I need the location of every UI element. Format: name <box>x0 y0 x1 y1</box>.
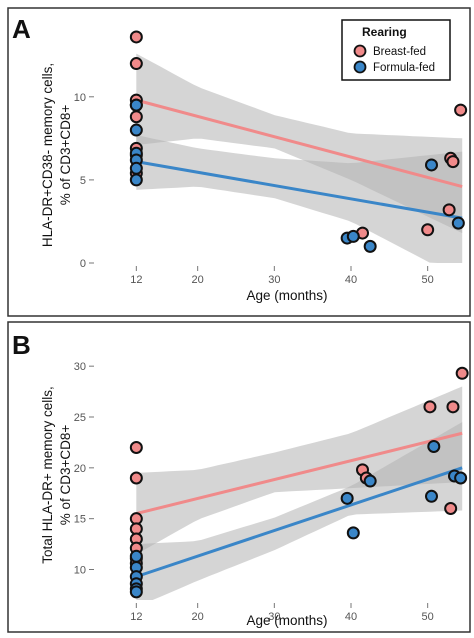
panel-a-breast-fed-point <box>129 30 143 44</box>
panel-a-ytick-label: 10 <box>74 92 86 104</box>
panel-a-formula-fed-point <box>129 173 143 187</box>
legend-breast-fed-label: Breast-fed <box>373 46 426 58</box>
panel-b-ytick-label: 10 <box>74 565 86 577</box>
panel-b-plot: 10 15 20 25 30 12 20 30 40 50 <box>74 361 469 623</box>
panel-b-formula-fed-point <box>363 474 377 488</box>
panel-b-formula-fed-point <box>427 439 441 453</box>
panel-a-formula-fed-point <box>451 216 465 230</box>
panel-a-xlabel: Age (months) <box>246 288 327 303</box>
panel-a-xtick-label: 12 <box>130 274 142 286</box>
legend: Rearing Breast-fed Formula-fed <box>341 19 451 81</box>
panel-a-label: A <box>12 14 31 44</box>
panel-b-formula-fed-point <box>425 489 438 503</box>
legend-formula-fed-label: Formula-fed <box>373 62 435 74</box>
legend-breast-fed-marker <box>353 44 367 58</box>
panel-b-breast-fed-fit-line <box>135 431 463 516</box>
panel-b-ylabel-line1: Total HLA-DR+ memory cells, <box>40 386 55 563</box>
panel-a-xtick-label: 30 <box>268 274 280 286</box>
panel-a-ytick-label: 5 <box>80 175 86 187</box>
panel-b-xtick-label: 12 <box>130 611 142 623</box>
panel-a-xtick-label: 20 <box>192 274 204 286</box>
panel-b-xtick-label: 40 <box>345 611 357 623</box>
panel-b-ytick-label: 25 <box>74 412 86 424</box>
panel-a-formula-fed-point <box>346 229 360 243</box>
panel-a-formula-fed-fit-line <box>136 160 463 220</box>
legend-formula-fed-marker <box>353 60 367 74</box>
panel-b-ytick-label: 20 <box>74 463 86 475</box>
panel-b-breast-fed-point <box>129 471 143 485</box>
panel-a-breast-fed-point <box>129 57 143 71</box>
panel-a-formula-fed-point <box>129 123 143 137</box>
panel-a-xtick-label: 40 <box>345 274 357 286</box>
panel-b-formula-fed-point <box>129 585 143 599</box>
panel-a-breast-fed-point <box>446 155 460 169</box>
panel-a-formula-fed-point <box>129 161 143 175</box>
panel-b-formula-fed-point <box>129 549 143 563</box>
panel-b-frame <box>7 321 471 633</box>
panel-b-formula-fed-point <box>454 471 468 485</box>
panel-a-formula-fed-confidence-band <box>136 135 463 263</box>
panel-a-breast-fed-point <box>454 103 468 117</box>
legend-title: Rearing <box>362 25 407 39</box>
panel-b-ylabel-line2: % of CD3+CD8+ <box>58 425 73 526</box>
panel-a-formula-fed-point <box>425 158 438 172</box>
panel-a-xtick-label: 50 <box>422 274 434 286</box>
panel-a-ylabel-line2: % of CD3+CD8+ <box>58 105 73 206</box>
panel-a-formula-fed-point <box>129 98 143 112</box>
panel-b-formula-fed-fit-line <box>135 466 463 579</box>
panel-a-breast-fed-point <box>129 110 143 124</box>
panel-a-plot: 0 5 10 12 20 30 40 50 <box>74 30 468 286</box>
panel-b-ytick-label: 15 <box>74 514 86 526</box>
panel-b-formula-fed-point <box>346 526 360 540</box>
panel-a-ytick-label: 0 <box>80 258 86 270</box>
panel-b-xtick-label: 20 <box>192 611 204 623</box>
panel-b-xlabel: Age (months) <box>246 613 327 628</box>
panel-b-formula-fed-point <box>340 491 354 505</box>
panel-b-breast-fed-point <box>444 502 458 515</box>
panel-b-ytick-label: 30 <box>74 361 86 373</box>
panel-b-breast-fed-point <box>446 400 460 414</box>
panel-b-breast-fed-confidence-band <box>136 386 463 555</box>
panel-a-breast-fed-point <box>442 203 456 217</box>
panel-a-frame <box>7 7 471 317</box>
panel-a-ylabel-line1: HLA-DR+CD38- memory cells, <box>40 63 55 247</box>
panel-a-formula-fed-point <box>363 239 377 253</box>
panel-b-breast-fed-point <box>423 400 437 414</box>
panel-b-breast-fed-point <box>455 366 469 380</box>
panel-a-breast-fed-point <box>421 223 435 237</box>
panel-a-breast-fed-fit-line <box>135 98 463 188</box>
panel-b-xtick-label: 50 <box>422 611 434 623</box>
panel-b-formula-fed-confidence-band <box>136 422 463 600</box>
panel-b-xtick-label: 30 <box>268 611 280 623</box>
panel-b-breast-fed-point <box>129 441 143 454</box>
panel-b-label: B <box>12 330 31 360</box>
